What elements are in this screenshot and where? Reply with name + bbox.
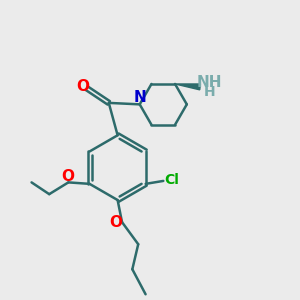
Text: H: H [204,85,215,99]
Text: O: O [109,215,122,230]
Text: N: N [133,90,146,105]
Text: Cl: Cl [164,173,179,187]
Text: O: O [76,79,89,94]
Polygon shape [175,84,200,90]
Text: O: O [61,169,74,184]
Text: NH: NH [197,75,222,90]
